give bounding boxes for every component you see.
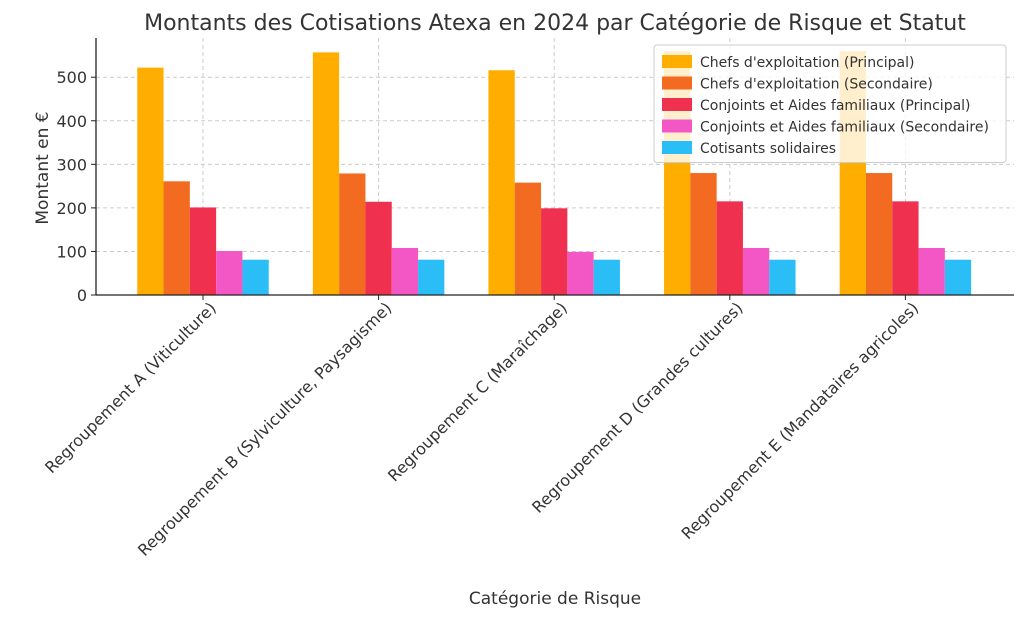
- x-axis-label: Catégorie de Risque: [469, 589, 641, 609]
- bar: [742, 247, 770, 295]
- bar: [944, 259, 972, 295]
- y-axis-label: Montant en €: [33, 111, 53, 224]
- bar: [865, 173, 893, 295]
- bar: [137, 67, 164, 296]
- bar: [339, 173, 366, 295]
- legend-swatch: [662, 119, 692, 133]
- y-tick-label: 400: [56, 112, 87, 131]
- y-tick-label: 300: [56, 155, 87, 174]
- legend-box: [653, 44, 1007, 163]
- bar: [567, 251, 594, 295]
- x-axis-ticks: Regroupement A (Viticulture) Regroupement…: [41, 295, 922, 560]
- x-tick-label: Regroupement C (Maraîchage): [384, 298, 571, 485]
- bar: [365, 201, 392, 295]
- legend-swatch: [662, 55, 692, 68]
- legend-swatch: [662, 141, 692, 154]
- bar: [541, 208, 568, 295]
- x-tick-label: Regroupement D (Grandes cultures): [528, 298, 746, 516]
- legend-swatch: [662, 98, 692, 111]
- bar: [690, 173, 717, 295]
- legend-label: Conjoints et Aides familiaux (Secondaire…: [700, 120, 989, 136]
- bar: [514, 182, 542, 295]
- y-tick-label: 0: [77, 286, 87, 305]
- y-tick-label: 100: [56, 242, 87, 261]
- y-axis-ticks: 0 100 200 300 400 500: [56, 68, 96, 305]
- y-tick-label: 500: [56, 68, 87, 87]
- bar: [242, 259, 269, 295]
- legend-label: Chefs d'exploitation (Secondaire): [700, 77, 933, 93]
- legend-label: Conjoints et Aides familiaux (Principal): [700, 98, 971, 114]
- chart-title: Montants des Cotisations Atexa en 2024 p…: [144, 11, 966, 36]
- bar: [189, 207, 217, 295]
- y-tick-label: 200: [56, 199, 87, 218]
- bar: [769, 259, 796, 295]
- legend-label: Cotisants solidaires: [700, 141, 836, 157]
- bar: [163, 181, 190, 295]
- bar: [216, 251, 243, 295]
- bar: [391, 247, 419, 295]
- bar: [488, 70, 515, 295]
- bars: [137, 51, 972, 296]
- bar: [892, 201, 919, 295]
- bar: [593, 259, 620, 295]
- bar: [418, 259, 445, 295]
- axes: [95, 38, 1014, 296]
- x-tick-label: Regroupement A (Viticulture): [41, 298, 220, 477]
- legend-swatch: [662, 76, 692, 90]
- legend-label: Chefs d'exploitation (Principal): [700, 55, 914, 71]
- bar: [918, 247, 945, 295]
- bar: [716, 201, 743, 295]
- bar: [312, 52, 340, 296]
- legend: Chefs d'exploitation (Principal) Chefs d'…: [653, 44, 1007, 163]
